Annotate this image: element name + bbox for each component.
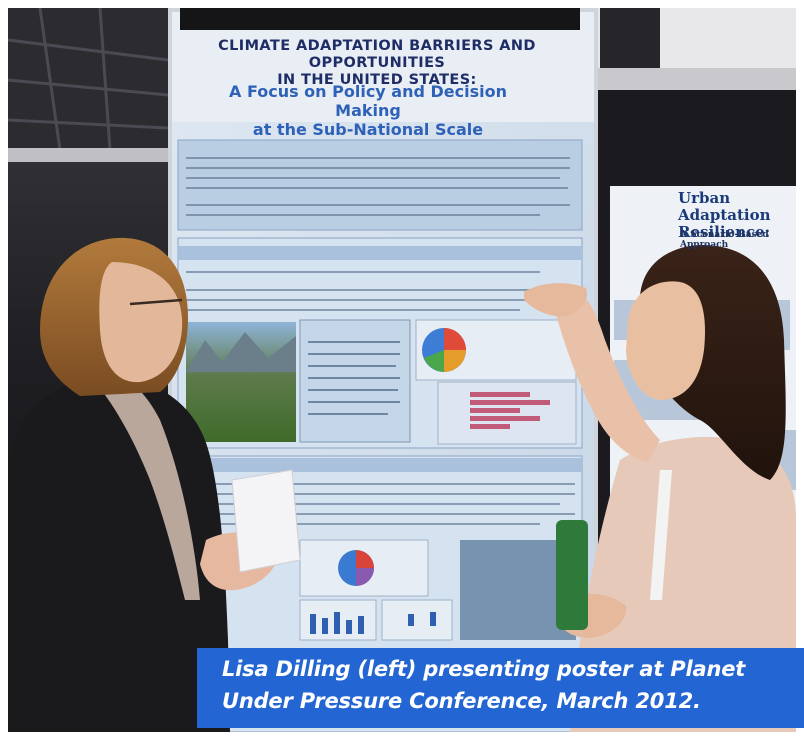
right-person-arm [552, 290, 660, 462]
pie2-slice-red [356, 550, 374, 568]
poster-subtitle-line-1: A Focus on Policy and Decision Making [228, 82, 508, 120]
section3-header-bar [178, 458, 582, 472]
summary-text-lines [186, 157, 570, 216]
side-poster-title-line-2: Resilience: [678, 223, 771, 241]
side-poster-title-line-1: Urban Adaptation [678, 189, 771, 224]
mountain-peaks [186, 332, 296, 372]
right-panel-frame [598, 68, 796, 90]
pie-slice-orange [444, 350, 466, 372]
top-right-dark [600, 8, 660, 68]
poster-title-band [172, 12, 594, 122]
lanyard [650, 470, 672, 600]
left-person-glasses [129, 298, 183, 306]
left-person-face [99, 262, 183, 383]
section2-text-lines [186, 271, 575, 311]
right-person-face [626, 281, 705, 400]
poster-title: CLIMATE ADAPTATION BARRIERS AND OPPORTUN… [172, 38, 582, 89]
caption-line-2: Under Pressure Conference, March 2012. [222, 689, 701, 713]
side-poster-subtitle: A Scenario-Based Approach [680, 230, 769, 250]
results-box [299, 319, 411, 443]
poster-title-line-1: CLIMATE ADAPTATION BARRIERS AND OPPORTUN… [218, 38, 536, 71]
side-poster-title: Urban Adaptation Resilience: [678, 190, 796, 241]
poster-title-line-2: IN THE UNITED STATES: [277, 72, 477, 88]
water-bottle [556, 520, 588, 630]
pie2-slice-purple [356, 568, 374, 586]
poster-top-black [180, 8, 580, 30]
summary-box [177, 139, 583, 231]
caption-line-1: Lisa Dilling (left) presenting poster at… [222, 657, 746, 681]
pie-slice-green [424, 350, 444, 372]
bar-chart-2-bars [310, 612, 364, 634]
left-wall-strip [8, 148, 168, 162]
right-person-hand-raised [524, 283, 587, 317]
section-header-bar [178, 246, 582, 260]
ceiling-lines [8, 8, 169, 151]
results-text-lines [308, 341, 400, 415]
bar-chart-panel-3 [381, 599, 453, 641]
conference-photo: CLIMATE ADAPTATION BARRIERS AND OPPORTUN… [8, 8, 796, 732]
bar-chart-bars [470, 392, 550, 429]
rolled-paper [231, 469, 301, 573]
bar-chart-3-bars [408, 612, 436, 626]
caption-box [197, 648, 804, 728]
poster-subtitle-line-2: at the Sub-National Scale [252, 120, 484, 139]
poster-subtitle: A Focus on Policy and Decision Making at… [198, 82, 538, 139]
left-person-scarf [95, 372, 200, 600]
pie-slice-red [444, 328, 466, 350]
